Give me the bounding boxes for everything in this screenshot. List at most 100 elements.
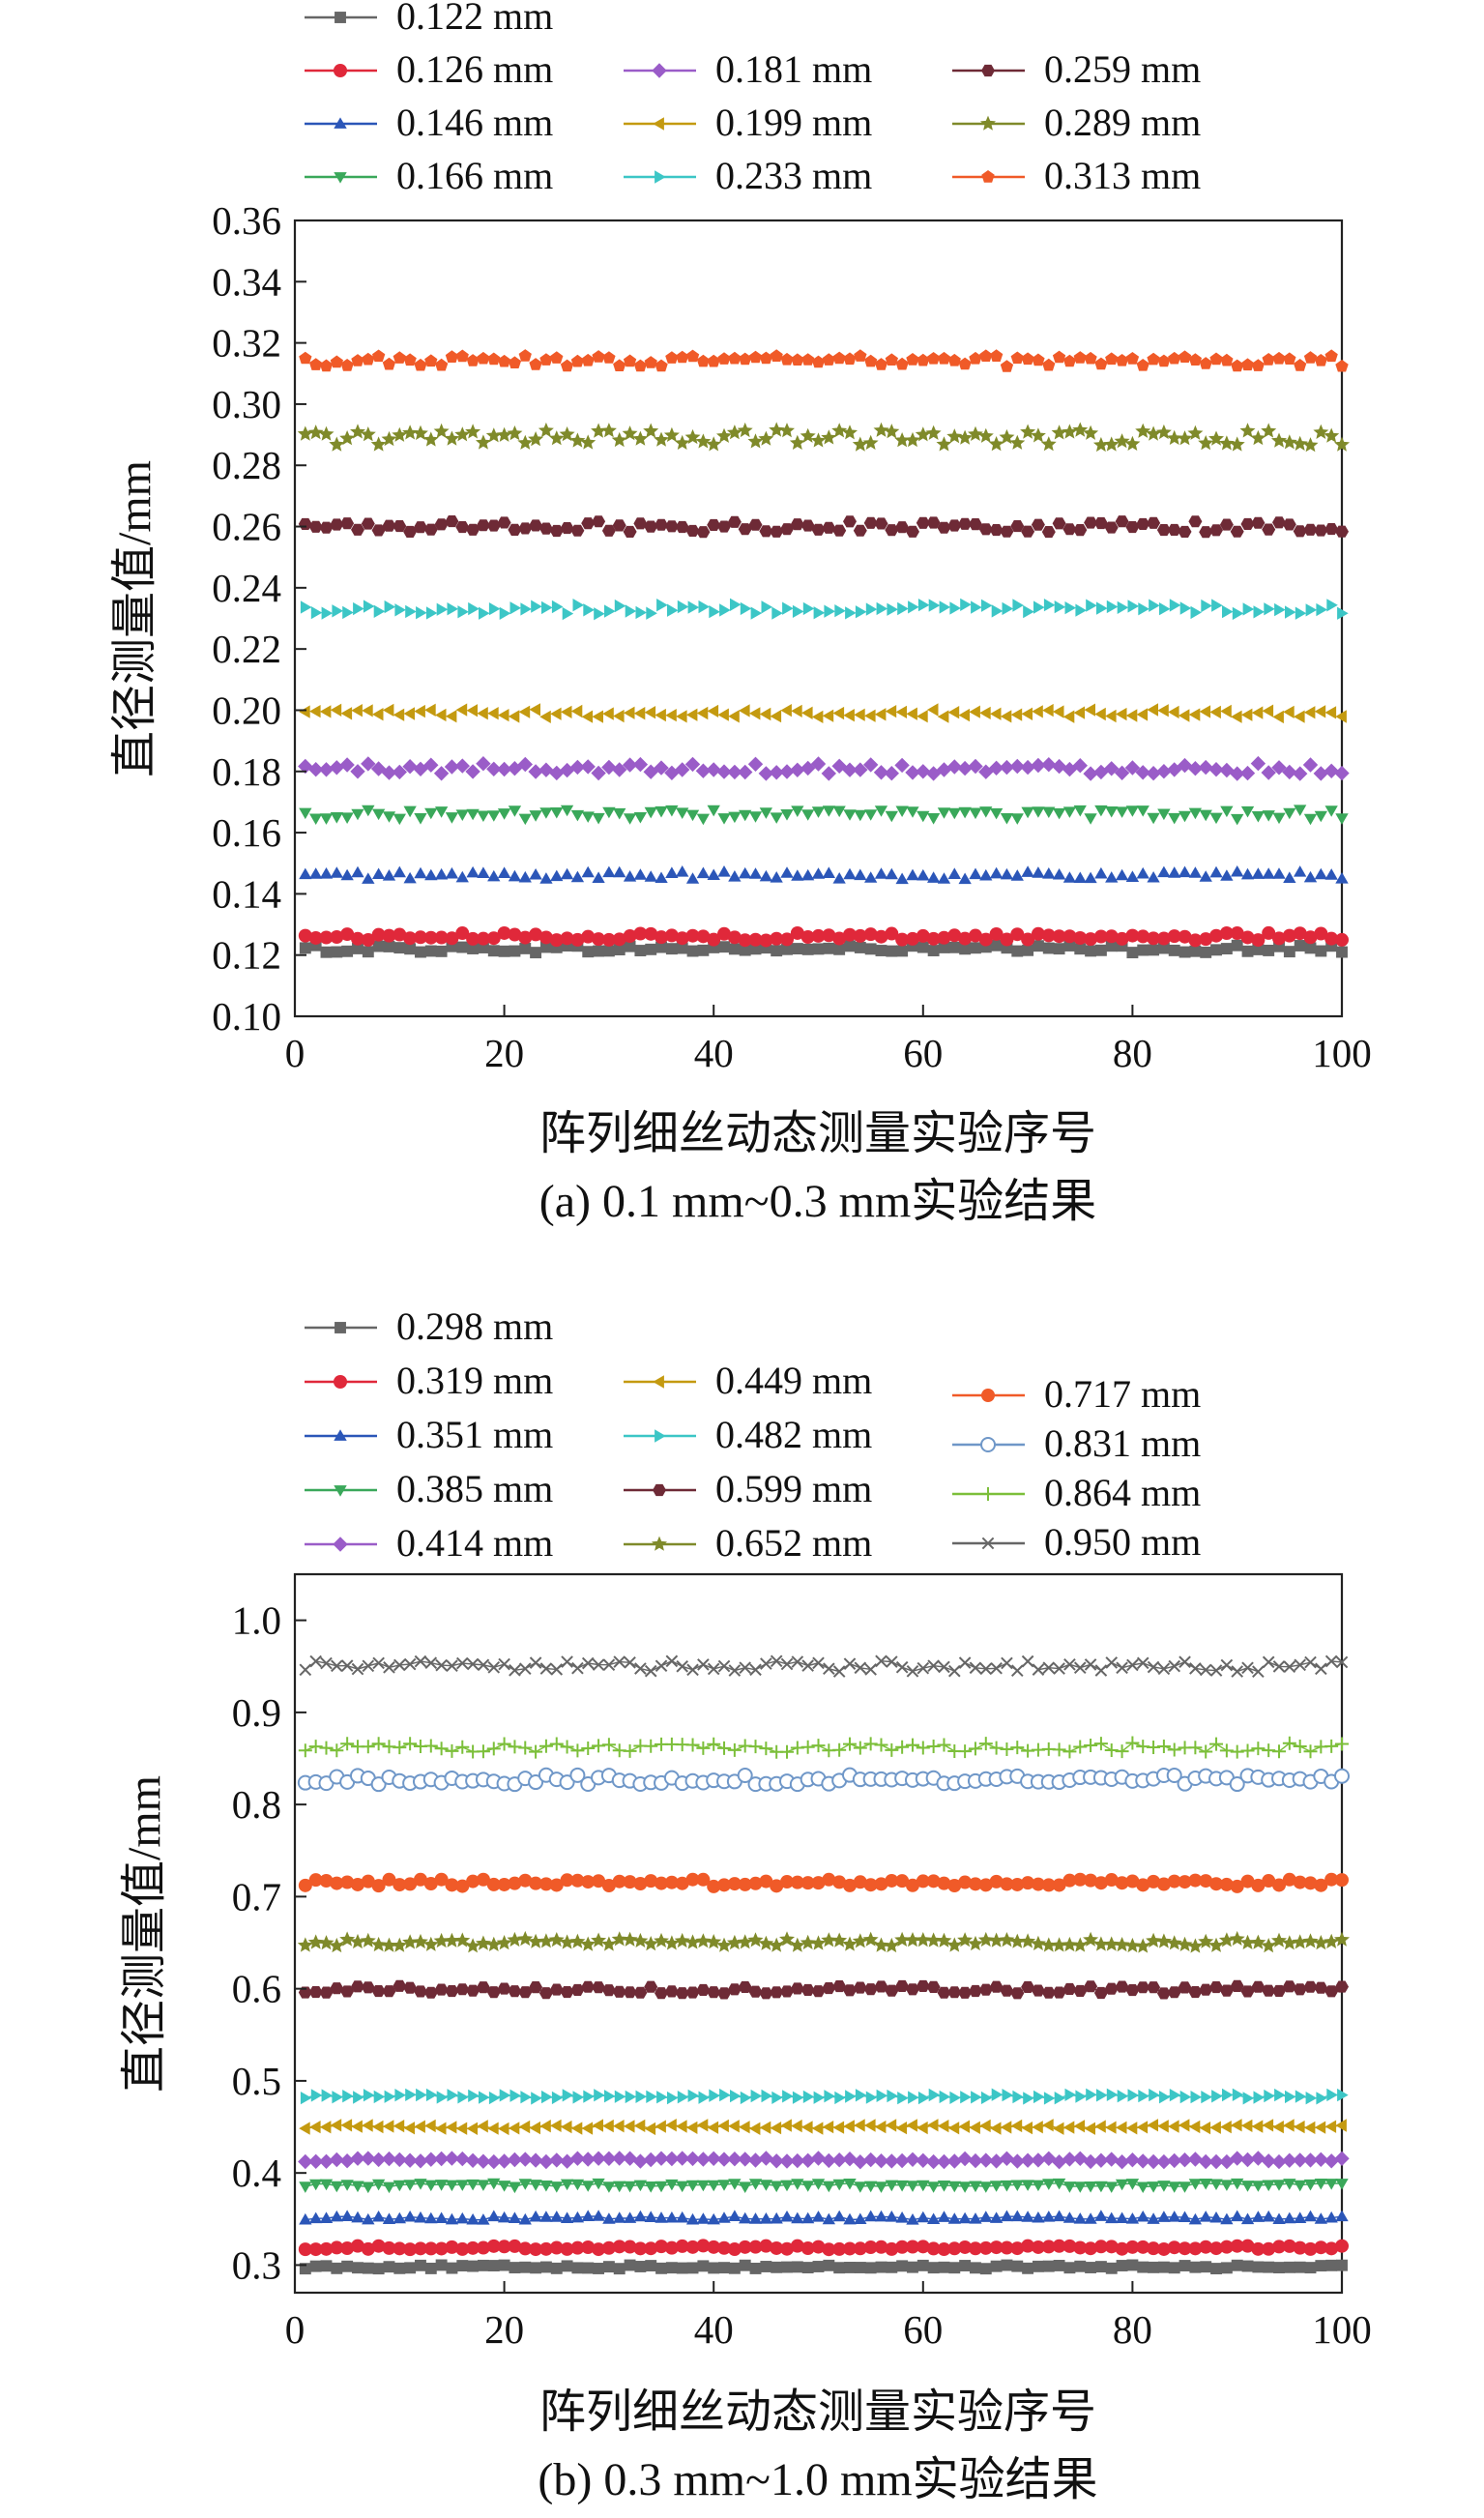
data-point (319, 930, 334, 945)
data-point (361, 1874, 375, 1888)
data-point (509, 2089, 522, 2102)
data-point (853, 1981, 867, 1994)
legend-label: 0.449 mm (715, 1359, 872, 1402)
data-point (309, 2260, 322, 2272)
data-point (1157, 2120, 1169, 2133)
data-point (1250, 2151, 1266, 2166)
data-point (853, 762, 868, 777)
data-point (446, 940, 458, 952)
data-point (1293, 926, 1307, 941)
data-point (831, 423, 848, 438)
data-point (645, 2260, 657, 2272)
data-point (1167, 2240, 1181, 2255)
data-point (1094, 2261, 1107, 2273)
data-point (779, 1931, 795, 1947)
data-point (1272, 2121, 1284, 2134)
data-point (709, 605, 720, 619)
data-point (330, 2240, 344, 2255)
data-point (978, 1737, 993, 1751)
data-point (687, 2089, 700, 2102)
data-point (353, 601, 364, 616)
data-point (676, 2211, 689, 2223)
data-point (1031, 2240, 1045, 2254)
data-point (1240, 2119, 1253, 2132)
data-point (1230, 525, 1244, 538)
legend-label: 0.298 mm (396, 1304, 553, 1348)
data-point (1147, 871, 1160, 883)
data-point (1282, 1980, 1296, 1993)
data-point (905, 2240, 919, 2254)
data-point (466, 2122, 478, 2135)
data-point (1115, 1876, 1129, 1890)
data-point (1222, 2088, 1234, 2102)
data-point (468, 601, 480, 616)
data-point (1272, 2240, 1287, 2254)
data-point (1000, 710, 1012, 723)
data-point (1073, 524, 1088, 537)
data-point (508, 523, 522, 536)
data-point (832, 351, 846, 365)
data-point (1042, 2211, 1056, 2222)
legend-item: 0.319 mm (305, 1359, 553, 1402)
data-point (958, 1986, 973, 1999)
data-point (518, 930, 533, 945)
legend-marker (334, 1375, 347, 1389)
data-point (646, 606, 657, 620)
data-point (1002, 601, 1014, 616)
data-point (727, 2152, 742, 2167)
data-point (520, 602, 532, 616)
data-point (423, 1877, 438, 1891)
data-point (1136, 517, 1150, 530)
data-point (299, 2122, 310, 2135)
data-point (414, 704, 425, 718)
data-point (549, 2240, 564, 2255)
data-point (1052, 929, 1066, 944)
data-point (549, 765, 565, 781)
data-point (424, 354, 438, 367)
data-point (1294, 2180, 1307, 2192)
data-point (1177, 2152, 1193, 2168)
data-point (1335, 359, 1349, 372)
data-point (811, 1985, 826, 1998)
data-point (308, 1986, 323, 1999)
data-point (854, 2181, 867, 2193)
legend-marker (981, 1537, 995, 1550)
data-point (674, 434, 690, 450)
data-point (444, 430, 460, 446)
data-point (1219, 1877, 1234, 1891)
data-point (1136, 805, 1149, 817)
data-point (623, 813, 637, 825)
data-point (518, 522, 533, 535)
data-point (1230, 1744, 1244, 1759)
data-point (810, 432, 827, 448)
data-point (1324, 1933, 1340, 1948)
y-tick-label: 0.14 (212, 871, 281, 916)
data-point (1159, 602, 1171, 616)
data-point (308, 520, 323, 533)
data-point (697, 944, 710, 956)
data-point (1000, 867, 1014, 880)
data-point (1114, 765, 1130, 780)
data-point (403, 2180, 417, 2191)
data-point (529, 1876, 543, 1890)
data-point (789, 1937, 805, 1952)
data-point (885, 2241, 899, 2256)
data-point (696, 526, 711, 539)
data-point (842, 2241, 857, 2256)
data-point (402, 1934, 419, 1949)
data-point (1178, 865, 1192, 878)
data-point (1000, 360, 1014, 372)
data-point (1282, 2239, 1296, 2253)
data-point (728, 870, 742, 882)
data-point (455, 1740, 470, 1754)
data-point (958, 2211, 972, 2224)
data-point (1052, 350, 1066, 364)
data-point (874, 517, 888, 530)
data-point (1314, 867, 1327, 880)
data-point (1272, 2212, 1286, 2224)
data-point (1125, 1736, 1140, 1750)
legend-marker (333, 1537, 348, 1552)
data-point (874, 2210, 888, 2222)
data-point (1136, 929, 1150, 944)
data-point (1075, 2090, 1087, 2103)
